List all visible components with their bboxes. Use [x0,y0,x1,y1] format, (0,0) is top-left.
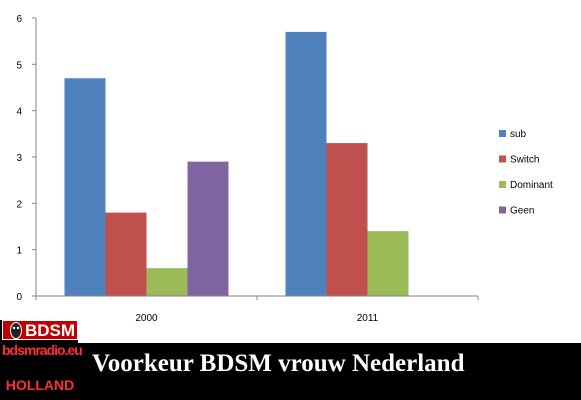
banner-title: Voorkeur BDSM vrouw Nederland [92,350,465,377]
legend-label-geen: Geen [510,206,534,217]
y-tick-label: 1 [16,246,22,257]
x-axis: 2000 2011 [35,295,479,324]
logo-holland-text: HOLLAND [5,377,75,393]
bar-dominant-2011 [367,231,409,296]
legend-swatch-switch [499,155,506,163]
bar-sub-2000 [64,78,106,296]
legend-swatch-geen [499,206,506,214]
y-axis: 0 1 2 3 4 5 6 [16,14,37,303]
y-tick-label: 4 [16,107,22,118]
y-tick-label: 0 [16,292,22,303]
legend-label-switch: Switch [510,155,539,166]
bar-dominant-2000 [146,268,188,296]
bars [64,31,409,297]
bdsmradio-logo: BDSM bdsmradio.eu HOLLAND [0,320,83,400]
logo-top-box: BDSM [2,320,78,340]
y-tick-label: 6 [16,14,22,25]
y-tick-label: 5 [16,60,22,71]
legend-swatch-sub [499,130,506,137]
x-tick-label: 2000 [135,313,158,324]
mask-icon [10,322,22,339]
legend-swatch-dominant [499,181,506,188]
bar-switch-2011 [326,143,368,296]
logo-bdsm-text: BDSM [25,321,76,340]
x-tick-label: 2011 [357,313,379,324]
bar-sub-2011 [285,31,327,297]
logo-url-text: bdsmradio.eu [2,342,83,358]
y-tick-label: 2 [16,199,22,210]
legend-label-sub: sub [510,129,527,140]
y-tick-label: 3 [16,153,22,164]
chart-area: 0 1 2 3 4 5 6 2000 2011 sub Switch Dominant Geen [0,0,581,343]
bar-switch-2000 [105,212,147,296]
legend: sub Switch Dominant Geen [499,129,553,217]
bar-geen-2000 [187,161,229,296]
bar-chart: 0 1 2 3 4 5 6 2000 2011 sub Switch Dominant Geen [16,14,553,324]
legend-label-dominant: Dominant [510,180,553,191]
